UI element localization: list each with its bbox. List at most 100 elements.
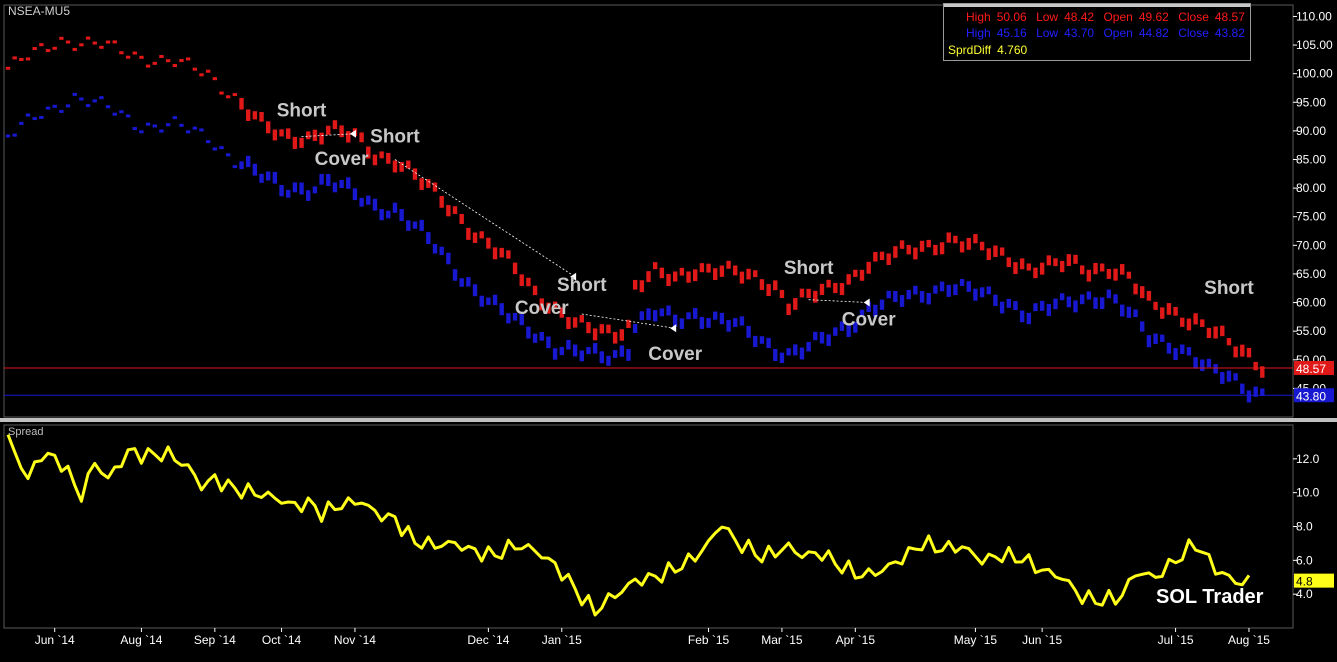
x-tick-label: Aug `15 <box>1228 633 1270 647</box>
upper-price-bar <box>826 279 831 288</box>
lower-price-bar <box>332 182 338 193</box>
upper-price-bar <box>1059 260 1065 273</box>
upper-price-bar <box>299 137 304 148</box>
last-value-label: 43.80 <box>1296 389 1326 403</box>
upper-price-bar <box>1106 268 1112 279</box>
lower-price-bar <box>979 287 985 298</box>
lower-price-bar <box>432 243 438 254</box>
trade-annotation-label: Cover <box>515 298 569 319</box>
upper-price-bar <box>1113 268 1118 281</box>
lower-price-bar <box>572 344 578 357</box>
lower-price-bar <box>546 336 551 349</box>
upper-price-bar <box>1246 347 1252 358</box>
upper-price-bar <box>1053 258 1058 267</box>
x-tick-label: Jul `15 <box>1158 633 1194 647</box>
lower-price-bar <box>139 130 144 134</box>
trade-connector-line <box>394 159 576 278</box>
price-y-tick-label: 55.00 <box>1296 324 1326 338</box>
lower-price-bar <box>779 352 785 364</box>
x-tick-label: Oct `14 <box>262 633 302 647</box>
lower-price-bar <box>252 163 258 176</box>
lower-price-bar <box>1106 289 1112 299</box>
lower-price-bar <box>853 321 858 333</box>
lower-price-bar <box>1213 364 1218 374</box>
lower-price-bar <box>886 290 891 299</box>
upper-price-bar <box>859 269 865 281</box>
brand-watermark: SOL Trader <box>1156 586 1264 608</box>
price-y-tick-label: 110.00 <box>1296 9 1332 23</box>
upper-price-bar <box>406 160 411 169</box>
upper-price-bar <box>1146 290 1152 301</box>
x-tick-label: Jun `14 <box>35 633 75 647</box>
upper-price-bar <box>739 271 745 284</box>
lower-price-bar <box>359 197 364 207</box>
lower-price-bar <box>893 290 898 303</box>
upper-price-bar <box>1073 254 1078 264</box>
upper-price-bar <box>512 262 518 275</box>
lower-price-bar <box>419 219 424 231</box>
upper-price-bar <box>319 132 324 145</box>
lower-price-bar <box>205 140 211 144</box>
lower-price-bar <box>1180 344 1185 354</box>
lower-price-bar <box>639 311 645 321</box>
lower-price-bar <box>686 312 691 320</box>
lower-price-bar <box>145 122 151 126</box>
lower-price-bar <box>632 323 638 333</box>
lower-price-bar <box>939 281 945 292</box>
trade-annotation-label: Cover <box>648 344 702 365</box>
upper-price-bar <box>52 46 57 50</box>
price-legend: High 50.06 Low 48.42 Open 49.62 Close 48.57 … <box>943 3 1251 61</box>
upper-price-bar <box>452 206 458 214</box>
legend-header-bar <box>944 4 1250 7</box>
lower-price-bar <box>739 316 745 326</box>
upper-price-bar <box>179 59 184 63</box>
lower-price-bar <box>99 96 104 100</box>
lower-price-bar <box>846 325 851 337</box>
lower-price-bar <box>859 309 865 317</box>
legend-close-key: Close <box>1178 10 1209 24</box>
lower-price-bar <box>619 345 625 357</box>
upper-price-bar <box>1220 325 1225 337</box>
upper-price-bar <box>719 265 725 277</box>
upper-price-bar <box>679 267 685 276</box>
trade-exit-marker <box>349 129 356 138</box>
lower-price-bar <box>806 341 811 352</box>
lower-price-bar <box>439 246 444 256</box>
lower-price-bar <box>1099 297 1105 310</box>
upper-price-bar <box>85 36 91 40</box>
spread-last-value-marker <box>1294 573 1334 588</box>
lower-price-bar <box>586 347 591 355</box>
lower-price-bar <box>666 305 671 316</box>
leg2-close-value: 43.82 <box>1214 26 1245 40</box>
upper-price-bar <box>219 91 224 95</box>
leg1-open-value: 49.62 <box>1138 10 1169 24</box>
lower-price-bar <box>1026 312 1031 325</box>
upper-price-bar <box>1153 301 1158 310</box>
lower-price-bar <box>1126 306 1132 318</box>
upper-price-bar <box>586 322 591 334</box>
upper-price-bar <box>1120 264 1125 275</box>
lower-price-bar <box>826 334 831 346</box>
upper-price-bar <box>726 260 731 269</box>
upper-price-bar <box>105 40 111 44</box>
lower-price-bar <box>993 294 998 307</box>
upper-price-bar <box>939 242 945 255</box>
lower-price-bar <box>1246 390 1252 403</box>
price-y-tick-label: 90.00 <box>1296 124 1326 138</box>
lower-price-bar <box>1240 383 1245 394</box>
upper-price-bar <box>359 132 364 143</box>
lower-price-bar <box>819 331 825 344</box>
upper-price-bar <box>439 195 444 208</box>
upper-price-bar <box>165 59 171 63</box>
lower-price-bar <box>192 126 198 130</box>
lower-price-bar <box>799 347 805 360</box>
lower-price-bar <box>39 115 44 119</box>
upper-price-bar <box>632 279 638 290</box>
lower-price-bar <box>1079 294 1085 305</box>
lower-price-bar <box>339 179 344 189</box>
lower-price-bar <box>966 281 971 292</box>
lower-price-bar <box>366 195 371 205</box>
upper-price-bar <box>65 40 71 44</box>
lower-price-bar <box>266 171 271 181</box>
spread-y-tick-label: 10.0 <box>1296 486 1320 500</box>
